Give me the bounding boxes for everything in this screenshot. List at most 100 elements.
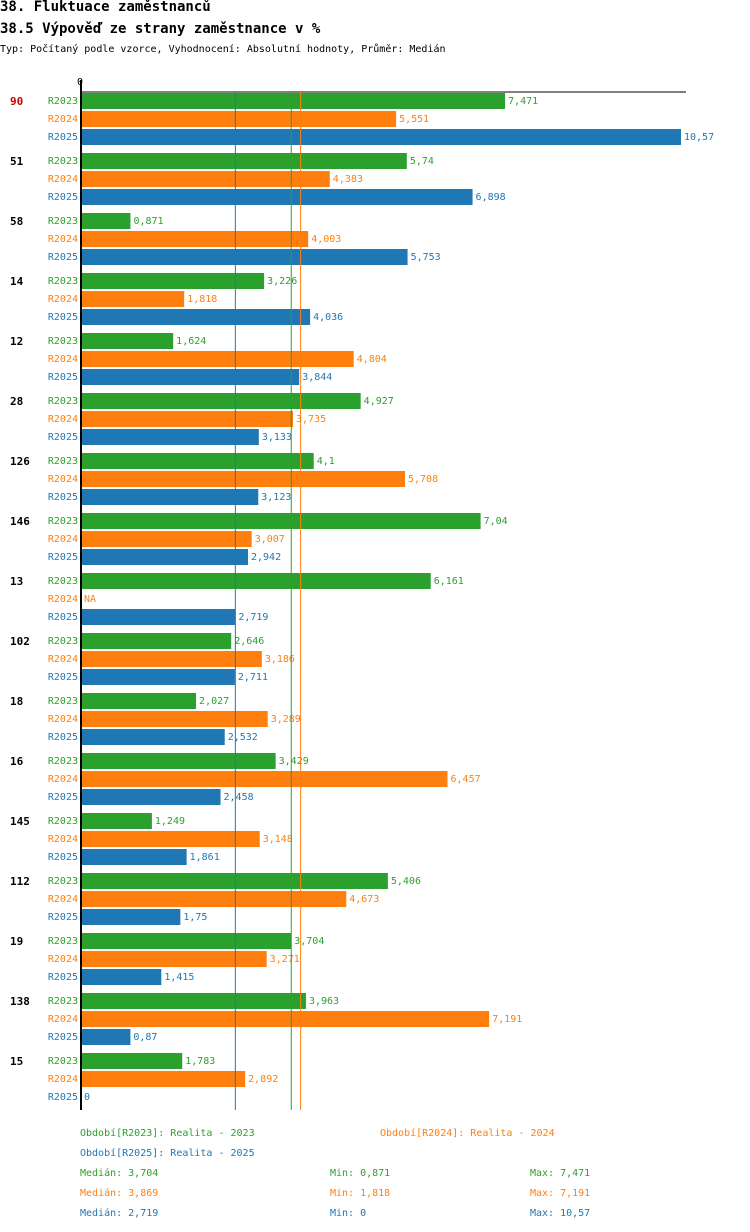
bar — [81, 111, 397, 127]
bar — [81, 273, 265, 289]
bar — [81, 393, 361, 409]
bar — [81, 951, 267, 967]
series-label: R2023 — [48, 1056, 78, 1067]
data-label: 3,271 — [270, 954, 300, 965]
series-label: R2024 — [48, 654, 78, 665]
bar — [81, 333, 174, 349]
group-label: 18 — [10, 695, 23, 708]
data-label: 3,148 — [263, 834, 293, 845]
series-label: R2024 — [48, 594, 78, 605]
group-label: 51 — [10, 155, 24, 168]
series-label: R2024 — [48, 414, 78, 425]
series-label: R2023 — [48, 336, 78, 347]
data-label: 1,861 — [190, 852, 220, 863]
series-label: R2024 — [48, 954, 78, 965]
data-label: 2,892 — [248, 1074, 278, 1085]
series-label: R2025 — [48, 1032, 78, 1043]
data-label: 3,123 — [261, 492, 291, 503]
max-r2024: Max: 7,191 — [530, 1188, 591, 1199]
data-label: 5,74 — [410, 156, 434, 167]
series-label: R2023 — [48, 636, 78, 647]
series-label: R2024 — [48, 354, 78, 365]
bar — [81, 573, 431, 589]
bar — [81, 213, 131, 229]
data-label: 1,415 — [164, 972, 194, 983]
group-label: 14 — [10, 275, 24, 288]
bar — [81, 309, 311, 325]
series-label: R2023 — [48, 936, 78, 947]
bar — [81, 693, 197, 709]
data-label: 1,624 — [176, 336, 206, 347]
group-label: 102 — [10, 635, 30, 648]
bar — [81, 909, 181, 925]
series-label: R2024 — [48, 1014, 78, 1025]
data-label: 6,457 — [451, 774, 481, 785]
page-title: 38. Fluktuace zaměstnanců — [0, 0, 211, 15]
series-label: R2024 — [48, 174, 78, 185]
chart-info: Typ: Počítaný podle vzorce, Vyhodnocení:… — [0, 44, 446, 55]
series-label: R2024 — [48, 534, 78, 545]
bar — [81, 153, 407, 169]
bar-chart: 0 90 R2023 7,471 R2024 5,551 R2025 10,57 51 R2023… — [10, 77, 714, 1110]
data-label: 6,898 — [476, 192, 506, 203]
max-r2023: Max: 7,471 — [530, 1168, 591, 1179]
data-label: 1,249 — [155, 816, 185, 827]
legend-r2025: Období[R2025]: Realita - 2025 — [80, 1148, 255, 1159]
data-label: 3,289 — [271, 714, 301, 725]
series-label: R2025 — [48, 1092, 78, 1103]
series-label: R2025 — [48, 972, 78, 983]
series-label: R2023 — [48, 276, 78, 287]
group-label: 16 — [10, 755, 24, 768]
bar — [81, 513, 481, 529]
series-label: R2025 — [48, 852, 78, 863]
bar — [81, 651, 262, 667]
series-label: R2024 — [48, 234, 78, 245]
series-label: R2024 — [48, 294, 78, 305]
series-label: R2025 — [48, 492, 78, 503]
data-label: 5,708 — [408, 474, 438, 485]
bar — [81, 171, 330, 187]
data-label: 1,783 — [185, 1056, 215, 1067]
series-label: R2023 — [48, 156, 78, 167]
data-label: 3,133 — [262, 432, 292, 443]
series-label: R2023 — [48, 216, 78, 227]
series-label: R2023 — [48, 96, 78, 107]
max-r2025: Max: 10,57 — [530, 1208, 591, 1219]
bar — [81, 189, 473, 205]
series-label: R2025 — [48, 732, 78, 743]
series-label: R2025 — [48, 792, 78, 803]
data-label: 4,804 — [357, 354, 387, 365]
bar — [81, 1053, 183, 1069]
data-label: 3,963 — [309, 996, 339, 1007]
bar — [81, 129, 681, 145]
data-label: NA — [84, 594, 96, 605]
data-label: 7,191 — [492, 1014, 522, 1025]
series-label: R2024 — [48, 774, 78, 785]
data-label: 0,87 — [133, 1032, 157, 1043]
bar — [81, 933, 292, 949]
series-label: R2024 — [48, 714, 78, 725]
data-label: 2,646 — [234, 636, 264, 647]
data-label: 10,57 — [684, 132, 714, 143]
bar — [81, 969, 162, 985]
series-label: R2024 — [48, 894, 78, 905]
median-r2025: Medián: 2,719 — [80, 1208, 159, 1219]
bar — [81, 291, 185, 307]
data-label: 3,226 — [267, 276, 297, 287]
data-label: 0,871 — [133, 216, 163, 227]
data-label: 3,007 — [255, 534, 285, 545]
data-label: 4,003 — [311, 234, 341, 245]
bar — [81, 1029, 131, 1045]
bar — [81, 873, 388, 889]
group-label: 138 — [10, 995, 30, 1008]
series-label: R2023 — [48, 696, 78, 707]
series-label: R2024 — [48, 474, 78, 485]
data-label: 2,719 — [238, 612, 268, 623]
bar — [81, 453, 314, 469]
bar — [81, 849, 187, 865]
series-label: R2023 — [48, 996, 78, 1007]
data-label: 1,75 — [183, 912, 207, 923]
bar — [81, 753, 276, 769]
series-label: R2023 — [48, 516, 78, 527]
series-label: R2023 — [48, 576, 78, 587]
